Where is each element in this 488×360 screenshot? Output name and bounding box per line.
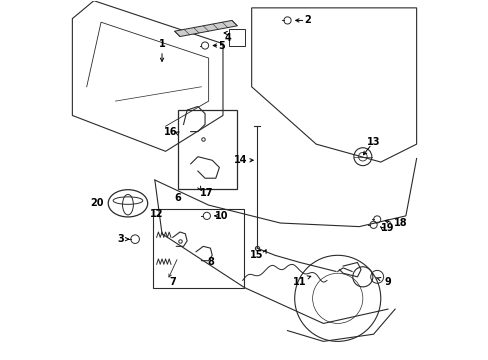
Text: 5: 5 <box>217 41 224 50</box>
Text: 11: 11 <box>293 277 306 287</box>
Text: 8: 8 <box>206 257 213 267</box>
Text: 7: 7 <box>169 277 176 287</box>
Text: 17: 17 <box>200 188 213 198</box>
Text: 1: 1 <box>158 39 165 49</box>
Text: 12: 12 <box>150 209 163 219</box>
Text: 4: 4 <box>224 33 231 43</box>
Text: 2: 2 <box>303 15 310 26</box>
Text: 18: 18 <box>393 218 407 228</box>
Text: 6: 6 <box>174 193 181 203</box>
Text: 19: 19 <box>381 224 394 233</box>
Text: 10: 10 <box>214 211 227 221</box>
Text: 20: 20 <box>91 198 104 208</box>
Text: 16: 16 <box>164 127 177 136</box>
Text: 14: 14 <box>234 155 247 165</box>
Bar <box>153 209 244 288</box>
Text: 9: 9 <box>384 277 390 287</box>
Text: 13: 13 <box>366 138 380 147</box>
Text: 3: 3 <box>117 234 124 244</box>
Bar <box>178 110 237 189</box>
Text: 15: 15 <box>250 250 263 260</box>
Polygon shape <box>174 21 237 37</box>
